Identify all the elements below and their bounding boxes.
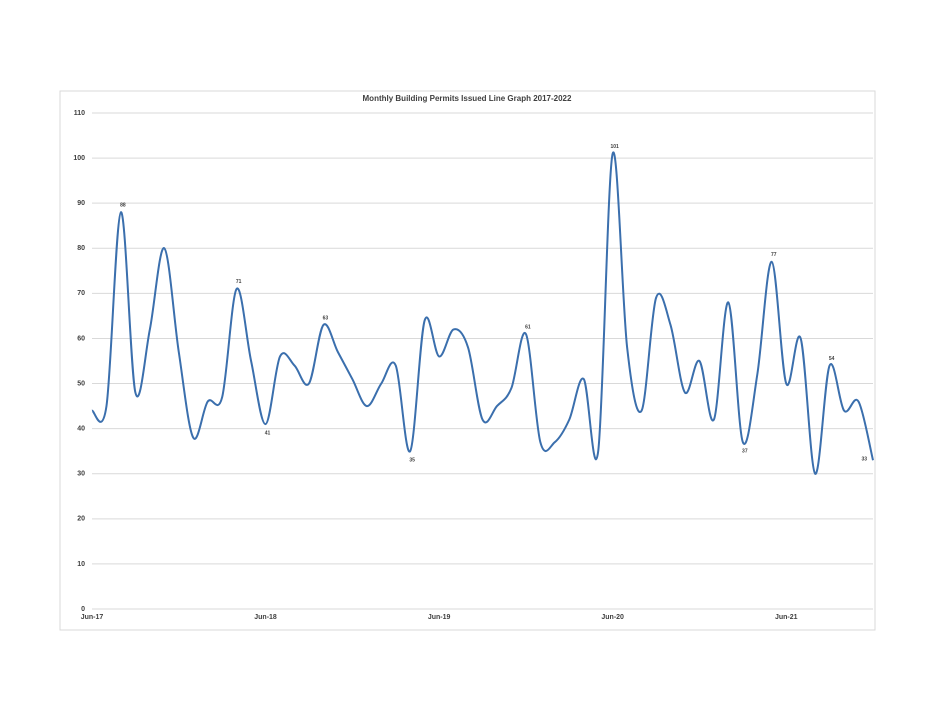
y-tick-label: 110 — [74, 110, 85, 117]
chart-title: Monthly Building Permits Issued Line Gra… — [363, 94, 572, 103]
x-tick-label: Jun-19 — [428, 614, 451, 621]
data-label: 33 — [861, 457, 867, 463]
y-tick-label: 10 — [77, 561, 85, 568]
y-tick-label: 90 — [77, 200, 85, 207]
data-label: 37 — [742, 448, 748, 454]
data-label: 61 — [525, 324, 531, 330]
y-tick-label: 20 — [77, 516, 85, 523]
x-tick-label: Jun-20 — [601, 614, 624, 621]
y-tick-label: 80 — [77, 245, 85, 252]
y-tick-label: 60 — [77, 335, 85, 342]
data-label: 88 — [120, 203, 126, 209]
chart-frame — [59, 90, 876, 631]
x-tick-label: Jun-18 — [254, 614, 277, 621]
x-tick-label: Jun-17 — [81, 614, 104, 621]
data-label: 101 — [610, 144, 619, 150]
y-tick-label: 50 — [77, 380, 85, 387]
data-label: 35 — [409, 458, 415, 464]
data-label: 41 — [265, 430, 271, 436]
y-tick-label: 100 — [73, 155, 85, 162]
x-tick-label: Jun-21 — [775, 614, 798, 621]
y-tick-label: 40 — [77, 425, 85, 432]
data-label: 54 — [829, 356, 835, 362]
data-label: 77 — [771, 252, 777, 258]
y-tick-label: 30 — [77, 471, 85, 478]
line-series — [91, 151, 874, 475]
data-label: 63 — [323, 315, 329, 321]
y-tick-label: 0 — [81, 606, 85, 613]
data-label: 71 — [236, 279, 242, 285]
y-tick-label: 70 — [77, 290, 85, 297]
